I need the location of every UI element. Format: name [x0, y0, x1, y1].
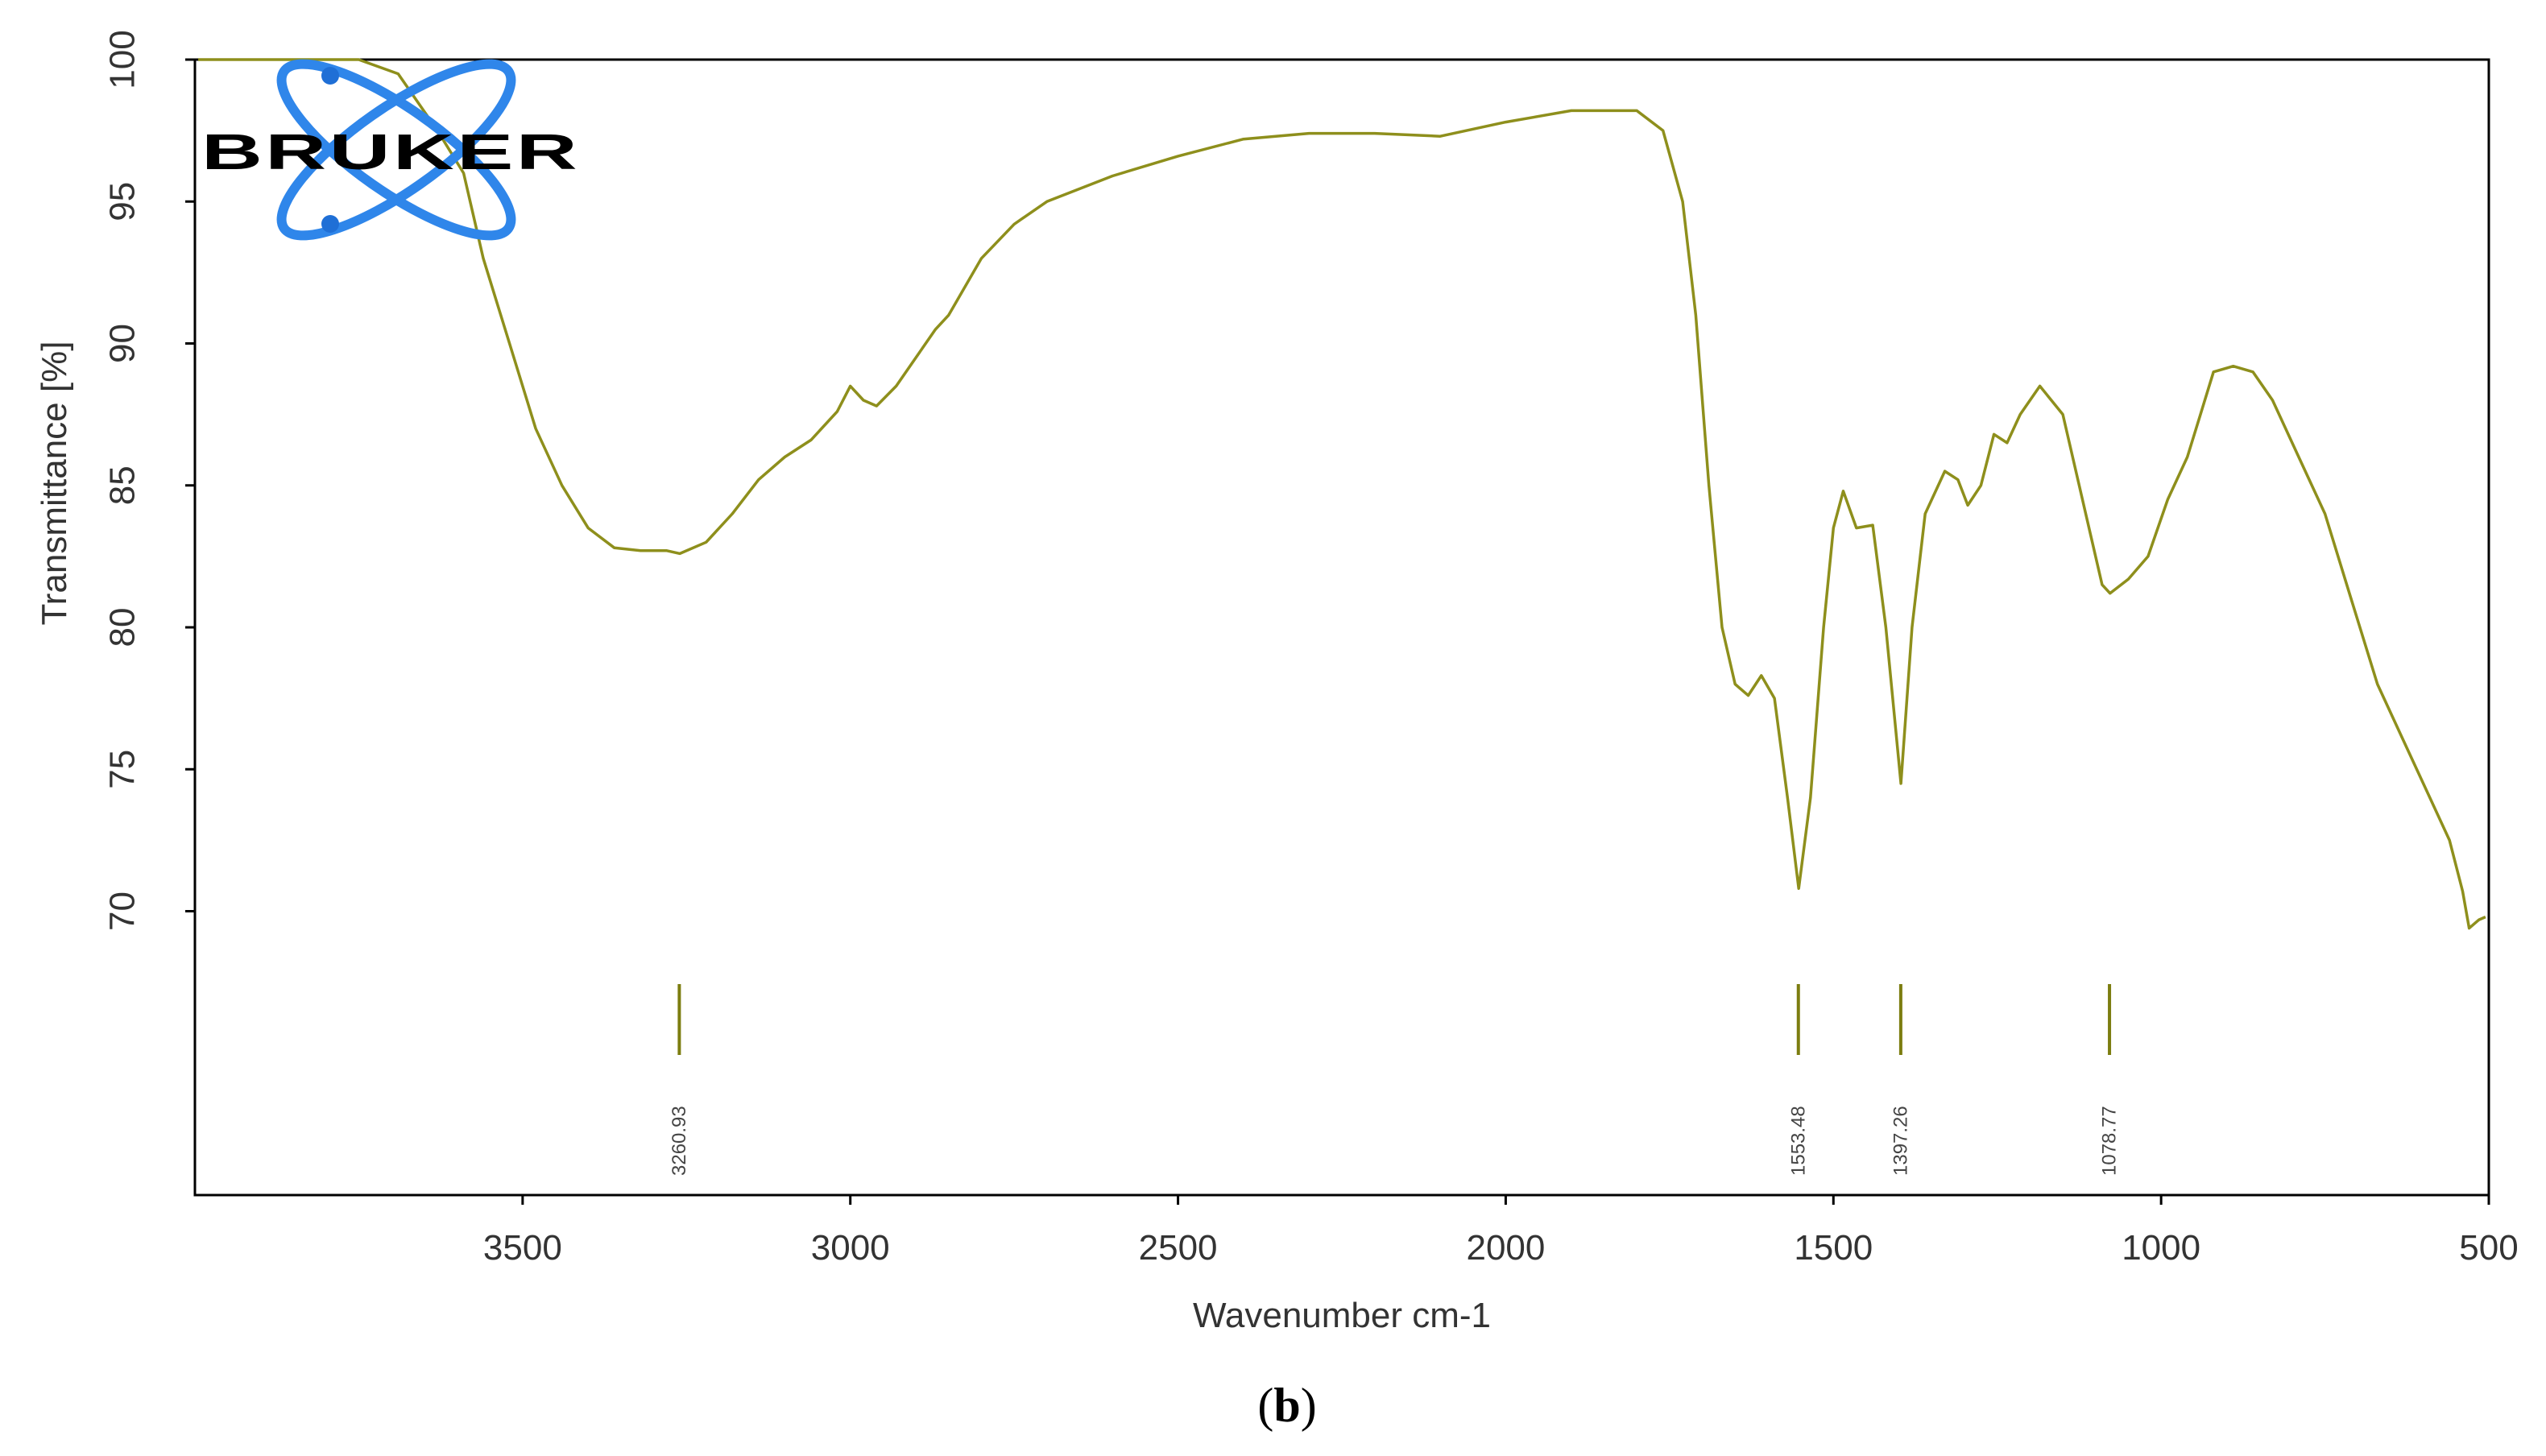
y-tick-label: 75 — [103, 750, 143, 789]
y-axis-title: Transmittance [%] — [35, 341, 74, 626]
logo-text: BRUKER — [201, 125, 580, 180]
x-tick-label: 2500 — [1139, 1228, 1218, 1268]
peak-label: 1553.48 — [1787, 1106, 1809, 1176]
x-axis-ticks: 3500 3000 2500 2000 1500 1000 500 — [483, 1195, 2519, 1268]
y-axis-ticks: 70 75 80 85 90 95 100 — [103, 30, 195, 931]
atom-orbit-icon — [276, 59, 516, 241]
x-tick-label: 500 — [2459, 1228, 2518, 1268]
x-tick-label: 2000 — [1466, 1228, 1545, 1268]
y-tick-label: 80 — [103, 608, 143, 647]
peak-label: 1397.26 — [1890, 1106, 1911, 1176]
y-tick-label: 85 — [103, 465, 143, 505]
x-tick-label: 1500 — [1794, 1228, 1873, 1268]
bruker-logo: BRUKER — [201, 59, 580, 241]
plot-frame — [193, 58, 2490, 1197]
x-tick-label: 3000 — [811, 1228, 890, 1268]
x-tick-label: 3500 — [483, 1228, 562, 1268]
x-tick-label: 1000 — [2122, 1228, 2200, 1268]
peak-label: 1078.77 — [2099, 1106, 2121, 1176]
spectrum-line — [198, 58, 2486, 930]
y-tick-label: 95 — [103, 182, 143, 221]
y-tick-label: 90 — [103, 324, 143, 363]
y-tick-label: 100 — [103, 30, 143, 89]
x-axis-title: Wavenumber cm-1 — [1193, 1296, 1491, 1335]
y-tick-label: 70 — [103, 891, 143, 931]
peak-label: 3260.93 — [669, 1106, 690, 1176]
plot-area: 3260.93 1553.48 1397.26 1078.77 3500 3000 250… — [103, 30, 2519, 1268]
peak-markers: 3260.93 1553.48 1397.26 1078.77 — [669, 984, 2121, 1176]
panel-label: (b) — [1257, 1379, 1316, 1432]
